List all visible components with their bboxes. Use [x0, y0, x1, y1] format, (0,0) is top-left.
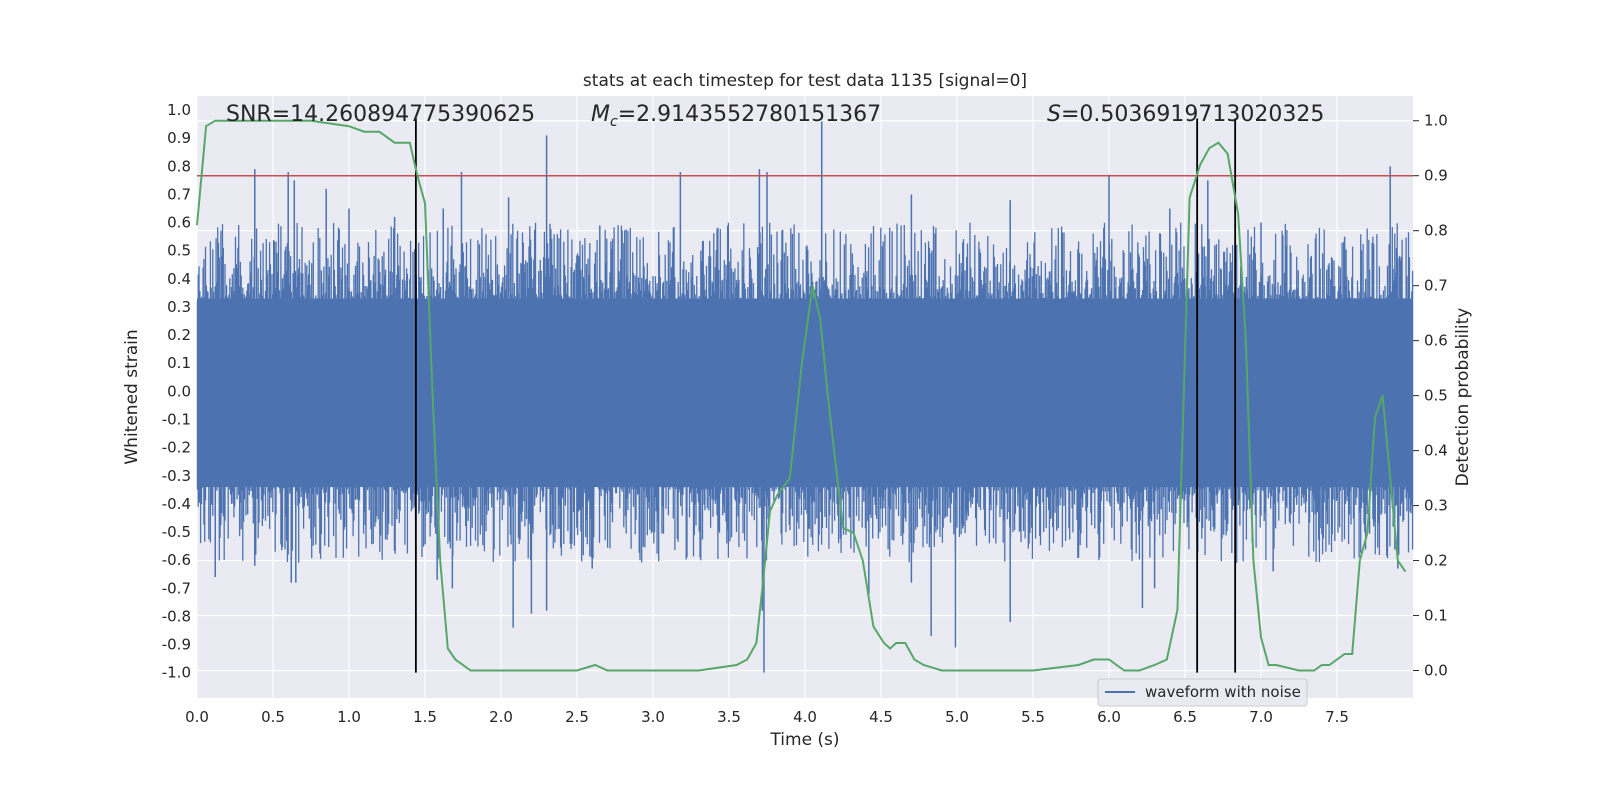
legend-label: waveform with noise — [1145, 683, 1301, 701]
y-left-tick-label: -0.8 — [162, 607, 191, 625]
legend-box — [1097, 678, 1308, 707]
y-left-tick-label: -0.6 — [162, 551, 191, 569]
x-tick-label: 5.0 — [945, 708, 969, 726]
y-left-tick-label: 0.9 — [167, 129, 191, 147]
y-left-tick-label: -0.9 — [162, 636, 191, 654]
chart-title: stats at each timestep for test data 113… — [583, 71, 1027, 91]
y-right-tick-label: 0.4 — [1424, 442, 1448, 460]
x-tick-label: 0.5 — [261, 708, 285, 726]
y-left-axis-label: Whitened strain — [122, 329, 142, 464]
y-right-tick-label: 1.0 — [1424, 112, 1448, 130]
x-tick-label: 6.5 — [1173, 708, 1197, 726]
legend: waveform with noise — [1097, 678, 1308, 707]
y-left-ticks: 1.0 0.9 0.8 0.7 0.6 0.5 0.4 0.3 0.2 0.1 0.0 -0.1 -0.… — [162, 101, 191, 682]
y-left-tick-label: 0.1 — [167, 354, 191, 372]
y-left-tick-label: 0.3 — [167, 298, 191, 316]
y-right-tick-label: 0.2 — [1424, 552, 1448, 570]
chirp-mass-annotation: Mc=2.9143552780151367 — [591, 102, 881, 130]
y-left-tick-label: 1.0 — [167, 101, 191, 119]
snr-annotation: SNR=14.260894775390625 — [226, 102, 535, 127]
y-right-ticks: 1.0 0.9 0.8 0.7 0.6 0.5 0.4 0.3 0.2 0.1 0.0 — [1413, 112, 1448, 680]
x-tick-label: 1.0 — [337, 708, 361, 726]
y-right-tick-label: 0.6 — [1424, 332, 1448, 350]
x-tick-label: 7.0 — [1249, 708, 1273, 726]
y-right-tick-label: 0.5 — [1424, 387, 1448, 405]
y-left-tick-label: 0.7 — [167, 185, 191, 203]
s-annotation: S=0.5036919713020325 — [1047, 102, 1324, 127]
x-tick-label: 7.5 — [1325, 708, 1349, 726]
y-right-tick-label: 0.7 — [1424, 277, 1448, 295]
y-left-tick-label: -0.7 — [162, 579, 191, 597]
x-tick-label: 6.0 — [1097, 708, 1121, 726]
x-tick-label: 5.5 — [1021, 708, 1045, 726]
probability-series — [196, 119, 1407, 672]
x-tick-label: 2.5 — [565, 708, 589, 726]
x-tick-label: 3.0 — [641, 708, 665, 726]
y-left-tick-label: -0.3 — [162, 467, 191, 485]
y-left-tick-label: 0.6 — [167, 214, 191, 232]
x-tick-label: 1.5 — [413, 708, 437, 726]
x-tick-label: 4.0 — [793, 708, 817, 726]
waveform-series — [196, 121, 1414, 673]
x-axis-label: Time (s) — [769, 730, 839, 750]
y-left-tick-label: 0.4 — [167, 270, 191, 288]
x-tick-label: 2.0 — [489, 708, 513, 726]
y-left-tick-label: 0.2 — [167, 326, 191, 344]
y-left-tick-label: 0.8 — [167, 157, 191, 175]
x-tick-label: 3.5 — [717, 708, 741, 726]
waveform-core — [197, 298, 1413, 488]
y-right-axis-label: Detection probability — [1453, 308, 1473, 487]
x-tick-label: 0.0 — [185, 708, 209, 726]
y-left-tick-label: -0.4 — [162, 495, 191, 513]
y-right-tick-label: 0.8 — [1424, 222, 1448, 240]
y-right-tick-label: 0.9 — [1424, 167, 1448, 185]
y-left-tick-label: -1.0 — [162, 664, 191, 682]
probability-line — [196, 119, 1407, 672]
y-left-tick-label: -0.5 — [162, 523, 191, 541]
y-left-tick-label: -0.2 — [162, 439, 191, 457]
y-left-tick-label: 0.5 — [167, 242, 191, 260]
y-right-tick-label: 0.3 — [1424, 497, 1448, 515]
y-right-tick-label: 0.0 — [1424, 662, 1448, 680]
y-right-tick-label: 0.1 — [1424, 607, 1448, 625]
y-left-tick-label: 0.0 — [167, 382, 191, 400]
y-left-tick-label: -0.1 — [162, 411, 191, 429]
vertical-markers — [414, 118, 1237, 673]
x-axis-ticks: 0.0 0.5 1.0 1.5 2.0 2.5 3.0 3.5 4.0 4.5 5.0 5.5 6.0 6… — [185, 708, 1349, 726]
x-tick-label: 4.5 — [869, 708, 893, 726]
